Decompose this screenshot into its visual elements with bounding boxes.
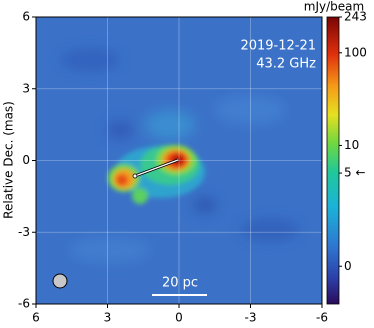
x-tick-label: -3: [245, 311, 257, 325]
colorbar-tick-label: 100: [344, 45, 367, 59]
colorbar-tick-label: 243: [344, 10, 367, 24]
x-tick-label: 3: [104, 311, 112, 325]
y-tick-label: 3: [22, 81, 30, 95]
beam: [52, 273, 68, 289]
colorbar-tick-label: 10: [344, 138, 359, 152]
colorbar-label: mJy/beam: [304, 0, 364, 14]
y-tick-label: 0: [22, 153, 30, 167]
image: [36, 17, 322, 304]
y-tick-label: 6: [22, 10, 30, 24]
annotation: 2019-12-21: [240, 39, 316, 54]
colorbar: [326, 16, 340, 305]
jet-marker: [132, 173, 138, 179]
x-tick-label: -6: [316, 311, 328, 325]
x-tick-label: 6: [32, 311, 40, 325]
jet-line: [134, 159, 179, 177]
annotation: 43.2 GHz: [256, 57, 316, 72]
y-axis-label: Relative Dec. (mas): [2, 101, 16, 219]
y-tick-label: -3: [18, 225, 30, 239]
y-tick-label: -6: [18, 297, 30, 311]
x-tick-label: 0: [175, 311, 183, 325]
colorbar-tick-label: 0: [344, 259, 352, 273]
colorbar-tick-label: 5 ←: [344, 166, 366, 180]
scalebar-label: 20 pc: [162, 276, 198, 291]
